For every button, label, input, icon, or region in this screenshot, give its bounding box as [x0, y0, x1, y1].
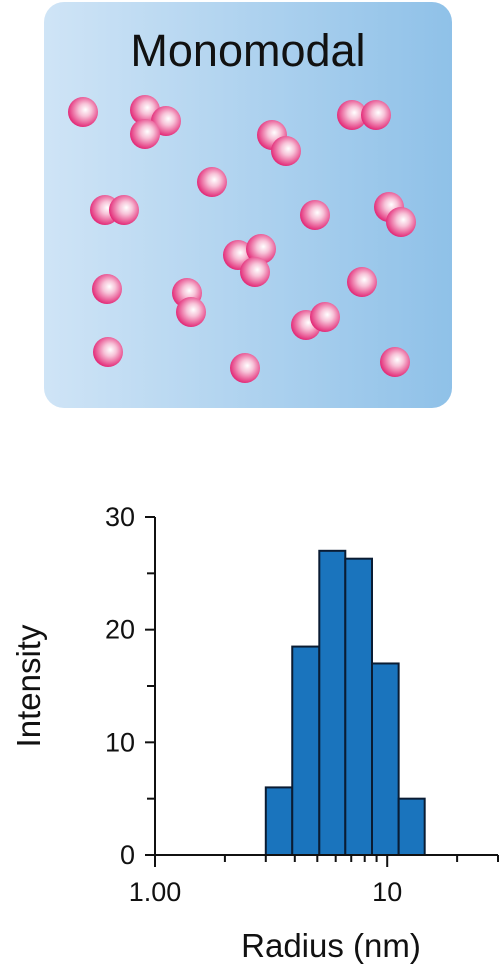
- particle-4: [130, 119, 160, 149]
- particle-6: [361, 100, 391, 130]
- particle-14: [386, 207, 416, 237]
- particle-25: [230, 353, 260, 383]
- particle-21: [347, 267, 377, 297]
- histogram-bar-5: [370, 662, 400, 857]
- y-tick-label: 30: [105, 502, 135, 532]
- x-axis-title: Radius (nm): [241, 927, 421, 964]
- histogram-bar-2: [291, 645, 321, 856]
- histogram-bar-3: [318, 549, 347, 856]
- bars-group: [264, 549, 426, 857]
- y-tick-label: 0: [120, 840, 135, 870]
- particle-11: [109, 195, 139, 225]
- histogram-bar-1: [264, 786, 294, 857]
- particle-1: [68, 97, 98, 127]
- particle-24: [93, 337, 123, 367]
- particle-23: [310, 302, 340, 332]
- particle-26: [380, 347, 410, 377]
- particle-9: [197, 167, 227, 197]
- particle-20: [176, 297, 206, 327]
- y-axis-title: Intensity: [10, 624, 47, 747]
- y-tick-label: 20: [105, 615, 135, 645]
- particle-17: [240, 257, 270, 287]
- particle-12: [300, 200, 330, 230]
- particle-5: [337, 100, 367, 130]
- histogram-bar-4: [344, 557, 373, 856]
- y-tick-label: 10: [105, 727, 135, 757]
- x-tick-label: 1.00: [129, 877, 182, 907]
- histogram-bar-6: [397, 797, 426, 857]
- particle-8: [271, 136, 301, 166]
- x-tick-label: 10: [372, 877, 402, 907]
- particle-16: [246, 234, 276, 264]
- particle-18: [92, 274, 122, 304]
- illustration-panel: Monomodal: [44, 2, 452, 408]
- panel-title: Monomodal: [130, 25, 365, 76]
- particle-group: [68, 95, 416, 383]
